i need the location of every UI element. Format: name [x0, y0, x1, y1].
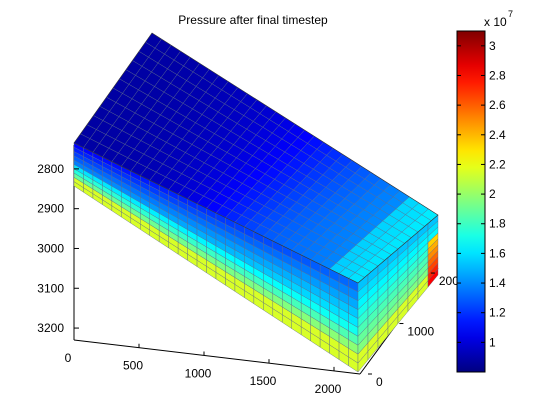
y-tick-label: 1000 — [407, 325, 434, 339]
x-tick-label: 500 — [123, 359, 143, 373]
x-axis-ticks: 0 500 1000 1500 2000 — [65, 336, 342, 396]
colorbar-tick-label: 3 — [489, 39, 496, 53]
colorbar-tick-label: 2.2 — [489, 157, 506, 171]
colorbar-tick-label: 1.2 — [489, 306, 506, 320]
colorbar-tick-label: 2.4 — [489, 128, 506, 142]
y-tick-label: 0 — [376, 375, 383, 389]
x-tick-label: 2000 — [315, 382, 342, 396]
colorbar-exponent: 7 — [508, 9, 513, 19]
colorbar-tick-label: 1.6 — [489, 246, 506, 260]
colorbar-tick-label: 1.8 — [489, 217, 506, 231]
colorbar-tick-label: 2.6 — [489, 98, 506, 112]
z-tick-label: 3000 — [37, 241, 64, 255]
model-outline — [73, 32, 439, 284]
x-axis-line — [73, 339, 361, 375]
z-tick-label: 3200 — [37, 321, 64, 335]
z-tick-label: 3100 — [37, 281, 64, 295]
z-tick-label: 2900 — [37, 202, 64, 216]
colorbar-gradient — [456, 30, 486, 373]
x-tick-label: 1000 — [185, 366, 212, 380]
colorbar-tick-label: 1.4 — [489, 276, 506, 290]
colorbar: 1 1.2 1.4 1.6 1.8 2 2.2 2.4 2.6 2.8 3 x 107 — [456, 9, 513, 373]
z-axis-ticks: 2800 2900 3000 3100 3200 — [37, 162, 79, 335]
reservoir-model — [73, 32, 439, 373]
colorbar-tick-label: 1 — [489, 335, 496, 349]
colorbar-exponent-label: x 10 — [484, 15, 507, 29]
colorbar-tick-label: 2.8 — [489, 68, 506, 82]
z-tick-label: 2800 — [37, 162, 64, 176]
colorbar-tick-label: 2 — [489, 187, 496, 201]
chart-title: Pressure after final timestep — [178, 13, 328, 27]
x-tick-label: 1500 — [250, 374, 277, 388]
x-tick-label: 0 — [65, 351, 72, 365]
